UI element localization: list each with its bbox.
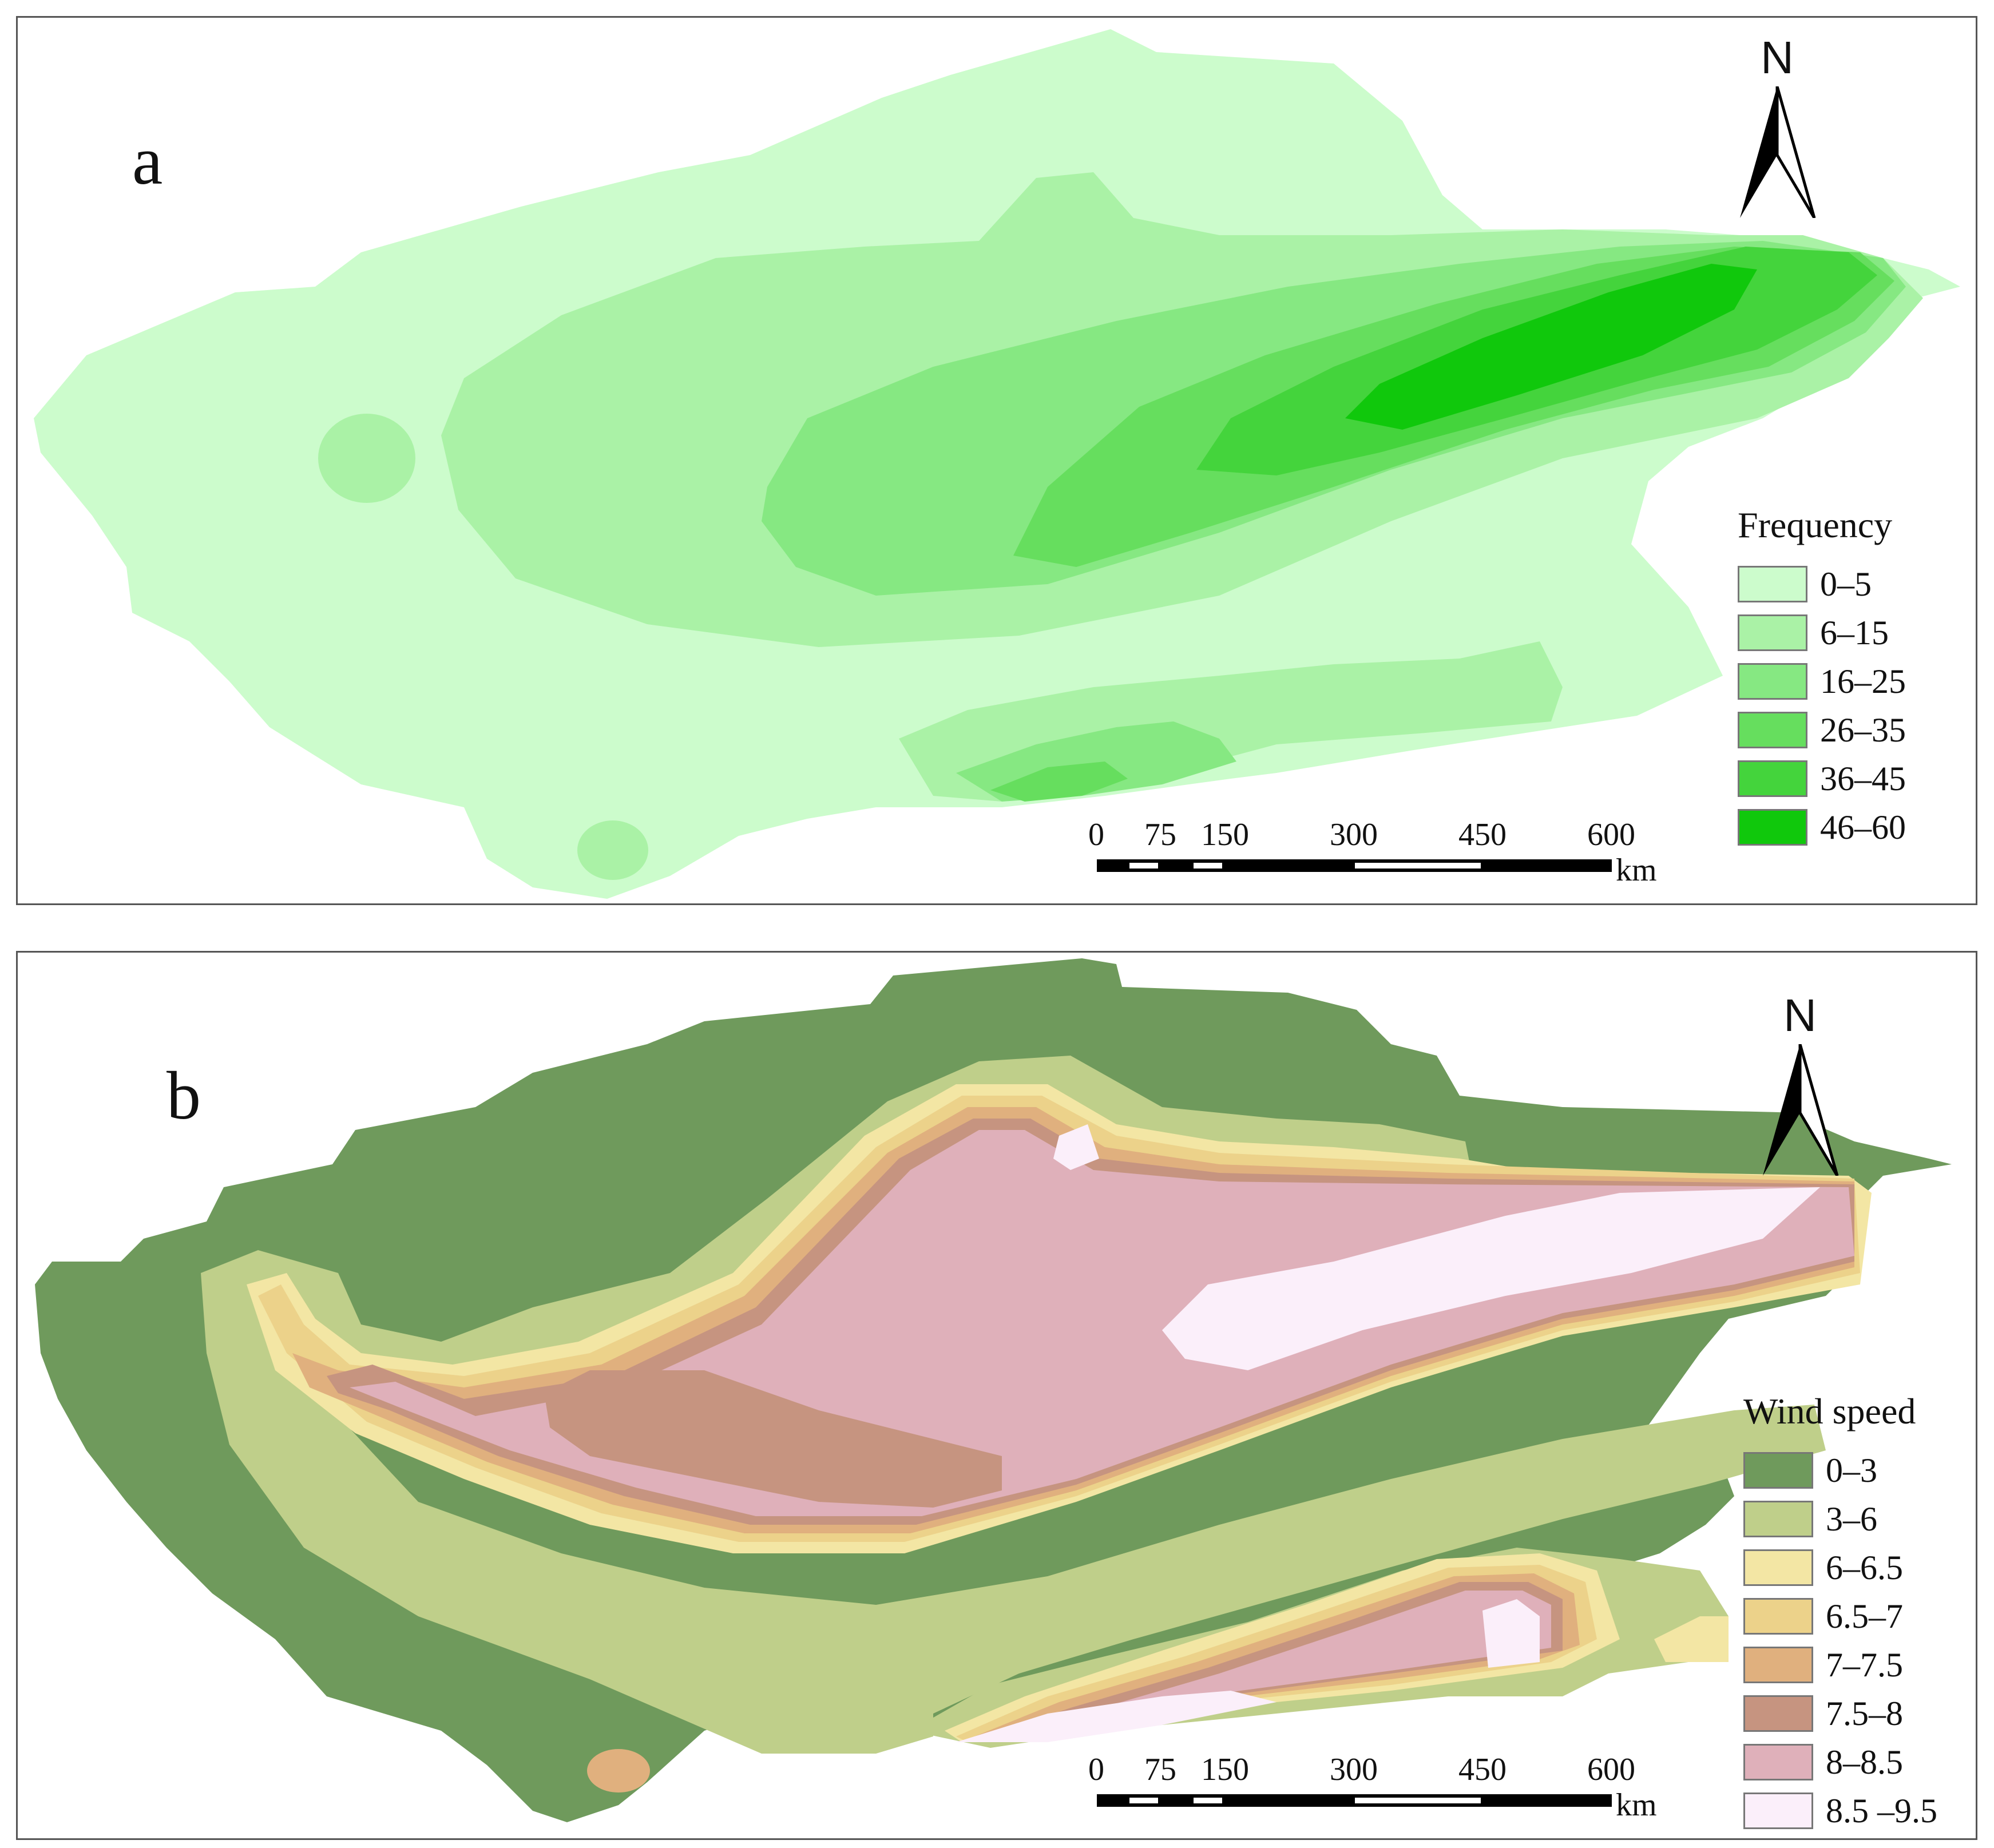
legend-label: 6.5–7 (1826, 1597, 1903, 1635)
wind-class-8.5-9.5-region (1162, 1187, 1820, 1370)
legend-item: 7.5–8 (1743, 1689, 1937, 1738)
legend-swatch (1738, 711, 1807, 748)
legend-item: 7–7.5 (1743, 1640, 1937, 1689)
scale-tick: 600 (1587, 1752, 1635, 1787)
legend-item: 0–5 (1738, 560, 1906, 608)
legend-swatch (1743, 1500, 1813, 1537)
legend-label: 7.5–8 (1826, 1694, 1903, 1732)
wind-speed-legend: Wind speed 0–3 3–6 6–6.5 6.5–7 7–7.5 7.5… (1743, 1393, 1937, 1835)
legend-swatch (1743, 1597, 1813, 1635)
north-arrow-a: N (1734, 35, 1820, 218)
legend-title: Wind speed (1743, 1391, 1916, 1431)
legend-label: 46–60 (1820, 808, 1906, 846)
scale-tick: 600 (1587, 817, 1635, 852)
legend-swatch (1738, 808, 1807, 846)
frequency-legend: Frequency 0–5 6–15 16–25 26–35 36–45 46–… (1738, 507, 1906, 851)
north-arrow-b: N (1757, 993, 1843, 1176)
legend-label: 7–7.5 (1826, 1645, 1903, 1684)
frequency-class-6-15-west-patch (318, 414, 415, 503)
legend-label: 6–15 (1820, 613, 1889, 652)
legend-label: 0–5 (1820, 565, 1872, 603)
wind-class-8.5-9.5-north-patch (1053, 1124, 1099, 1170)
legend-swatch (1743, 1646, 1813, 1683)
legend-label: 6–6.5 (1826, 1548, 1903, 1587)
legend-swatch (1738, 760, 1807, 797)
scale-tick: 450 (1458, 1752, 1507, 1787)
scale-tick: 150 (1201, 817, 1249, 852)
scale-unit: km (1616, 1787, 1657, 1823)
legend-swatch (1738, 614, 1807, 651)
frequency-map-area (34, 29, 1960, 899)
scale-tick: 450 (1458, 817, 1507, 852)
north-label-a: N (1761, 32, 1794, 83)
wind-class-6-6.5-corner-region (1654, 1616, 1729, 1662)
legend-label: 36–45 (1820, 759, 1906, 798)
scale-unit: km (1616, 852, 1657, 888)
legend-item: 0–3 (1743, 1446, 1937, 1494)
legend-item: 46–60 (1738, 803, 1906, 851)
legend-swatch (1743, 1452, 1813, 1489)
panel-b-wind-speed-map: b N Wind speed 0–3 3–6 6–6.5 6.5–7 7–7.5… (16, 951, 1977, 1840)
north-arrow-icon (1740, 86, 1816, 218)
north-label-b: N (1783, 990, 1817, 1041)
legend-item: 3–6 (1743, 1494, 1937, 1543)
legend-label: 3–6 (1826, 1500, 1877, 1538)
wind-class-7-7.5-south-patch (587, 1749, 650, 1793)
scale-tick: 300 (1330, 817, 1378, 852)
legend-item: 8.5 –9.5 (1743, 1786, 1937, 1835)
legend-label: 8.5 –9.5 (1826, 1791, 1937, 1830)
north-arrow-icon (1763, 1044, 1839, 1176)
panel-a-frequency-map: a N Frequency 0–5 6–15 16–25 26–35 36–45… (16, 16, 1977, 905)
scale-tick: 75 (1144, 1752, 1176, 1787)
scale-tick: 150 (1201, 1752, 1249, 1787)
legend-label: 8–8.5 (1826, 1743, 1903, 1781)
wind-class-8.5-9.5-south-region (956, 1691, 1277, 1742)
scale-bar-b: 0 75 150 300 450 600 km (1088, 1752, 1668, 1821)
legend-item: 16–25 (1738, 657, 1906, 705)
scale-bar-graphic (1097, 859, 1612, 872)
legend-item: 6.5–7 (1743, 1592, 1937, 1640)
frequency-class-6-15-south-patch (577, 820, 648, 880)
frequency-class-26-35-south-region (990, 762, 1128, 802)
panel-letter-b: b (167, 1057, 201, 1133)
legend-swatch (1738, 565, 1807, 602)
scale-tick: 0 (1088, 1752, 1104, 1787)
legend-item: 26–35 (1738, 705, 1906, 754)
legend-label: 0–3 (1826, 1451, 1877, 1489)
wind-class-3-6-region (201, 1056, 1826, 1754)
legend-swatch (1738, 663, 1807, 700)
legend-swatch (1743, 1549, 1813, 1586)
legend-swatch (1743, 1695, 1813, 1732)
scale-tick: 75 (1144, 817, 1176, 852)
legend-item: 6–6.5 (1743, 1543, 1937, 1592)
legend-label: 16–25 (1820, 662, 1906, 700)
scale-tick: 300 (1330, 1752, 1378, 1787)
scale-bar-graphic (1097, 1794, 1612, 1807)
legend-swatch (1743, 1743, 1813, 1780)
wind-class-8.5-9.5-south-patch (1482, 1599, 1540, 1668)
wind-speed-map-area (35, 958, 1952, 1822)
legend-title: Frequency (1738, 505, 1893, 545)
legend-item: 8–8.5 (1743, 1738, 1937, 1786)
legend-item: 36–45 (1738, 754, 1906, 803)
legend-swatch (1743, 1792, 1813, 1829)
panel-letter-a: a (132, 122, 163, 199)
wind-class-7.5-8-interior-region (544, 1370, 1002, 1508)
legend-item: 6–15 (1738, 608, 1906, 657)
frequency-class-46-60-region (1345, 264, 1757, 430)
scale-tick: 0 (1088, 817, 1104, 852)
scale-bar-a: 0 75 150 300 450 600 km (1088, 817, 1668, 886)
legend-label: 26–35 (1820, 711, 1906, 749)
